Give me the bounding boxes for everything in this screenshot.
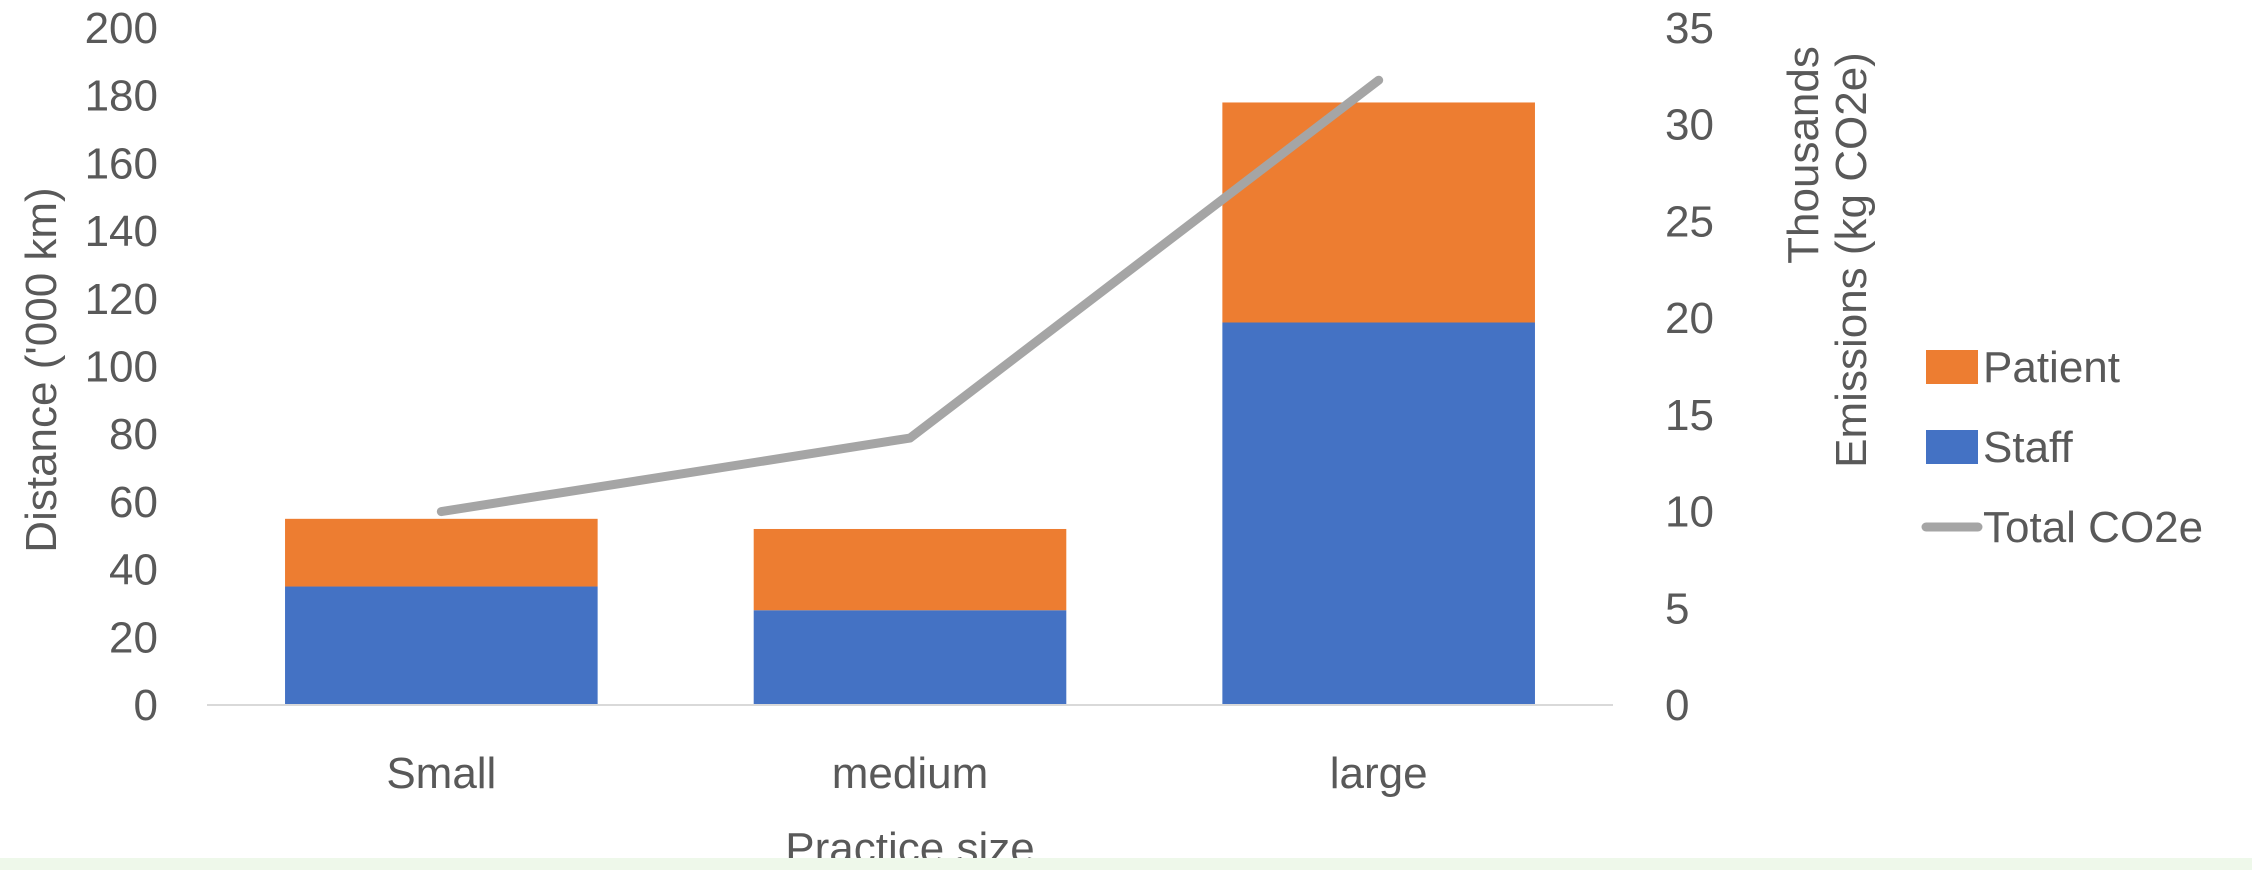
y-axis-title: Distance ('000 km) [17, 187, 66, 552]
bar-patient-medium [753, 528, 1067, 611]
legend-label-staff: Staff [1983, 423, 2073, 472]
x-tick-label-medium: medium [832, 749, 989, 798]
legend: Patient Staff Total CO2e [1921, 343, 2203, 552]
bottom-band [0, 858, 2252, 870]
line-total-co2e [436, 75, 1384, 517]
x-tick-label-small: Small [386, 749, 496, 798]
y2-tick-label: 30 [1665, 101, 1714, 150]
legend-label-patient: Patient [1983, 343, 2120, 392]
bar-staff-large [1222, 322, 1535, 705]
line-series-group [436, 75, 1384, 517]
y2-axis-title-thousands: Thousands [1779, 46, 1828, 264]
y-tick-label: 200 [85, 4, 158, 53]
legend-label-total-co2e: Total CO2e [1983, 503, 2203, 552]
y-tick-label: 0 [134, 681, 158, 730]
bar-patient-large [1222, 102, 1535, 323]
bar-staff-small [285, 586, 598, 705]
y-tick-label: 80 [109, 410, 158, 459]
y2-tick-label: 0 [1665, 681, 1689, 730]
y-tick-label: 140 [85, 207, 158, 256]
legend-swatch-staff [1926, 430, 1978, 464]
y-tick-label: 60 [109, 478, 158, 527]
y2-tick-label: 10 [1665, 488, 1714, 537]
bars-group [285, 102, 1535, 705]
y2-tick-label: 25 [1665, 197, 1714, 246]
y-tick-label: 120 [85, 275, 158, 324]
y-tick-label: 160 [85, 139, 158, 188]
bar-staff-medium [753, 610, 1067, 705]
right-axis-ticks: 0 5 10 15 20 25 30 35 [1665, 4, 1714, 730]
y2-tick-label: 5 [1665, 584, 1689, 633]
y2-tick-label: 35 [1665, 4, 1714, 53]
y2-tick-label: 20 [1665, 294, 1714, 343]
y2-tick-label: 15 [1665, 391, 1714, 440]
y-tick-label: 40 [109, 546, 158, 595]
y-tick-label: 100 [85, 343, 158, 392]
x-tick-label-large: large [1330, 749, 1428, 798]
bar-patient-small [285, 518, 598, 587]
legend-swatch-patient [1926, 350, 1978, 384]
y-tick-label: 180 [85, 72, 158, 121]
y-tick-label: 20 [109, 613, 158, 662]
x-axis-ticks: Small medium large [386, 749, 1427, 798]
y2-axis-title-emissions: Emissions (kg CO2e) [1827, 52, 1876, 468]
left-axis-ticks: 0 20 40 60 80 100 120 140 160 180 200 [85, 4, 158, 730]
